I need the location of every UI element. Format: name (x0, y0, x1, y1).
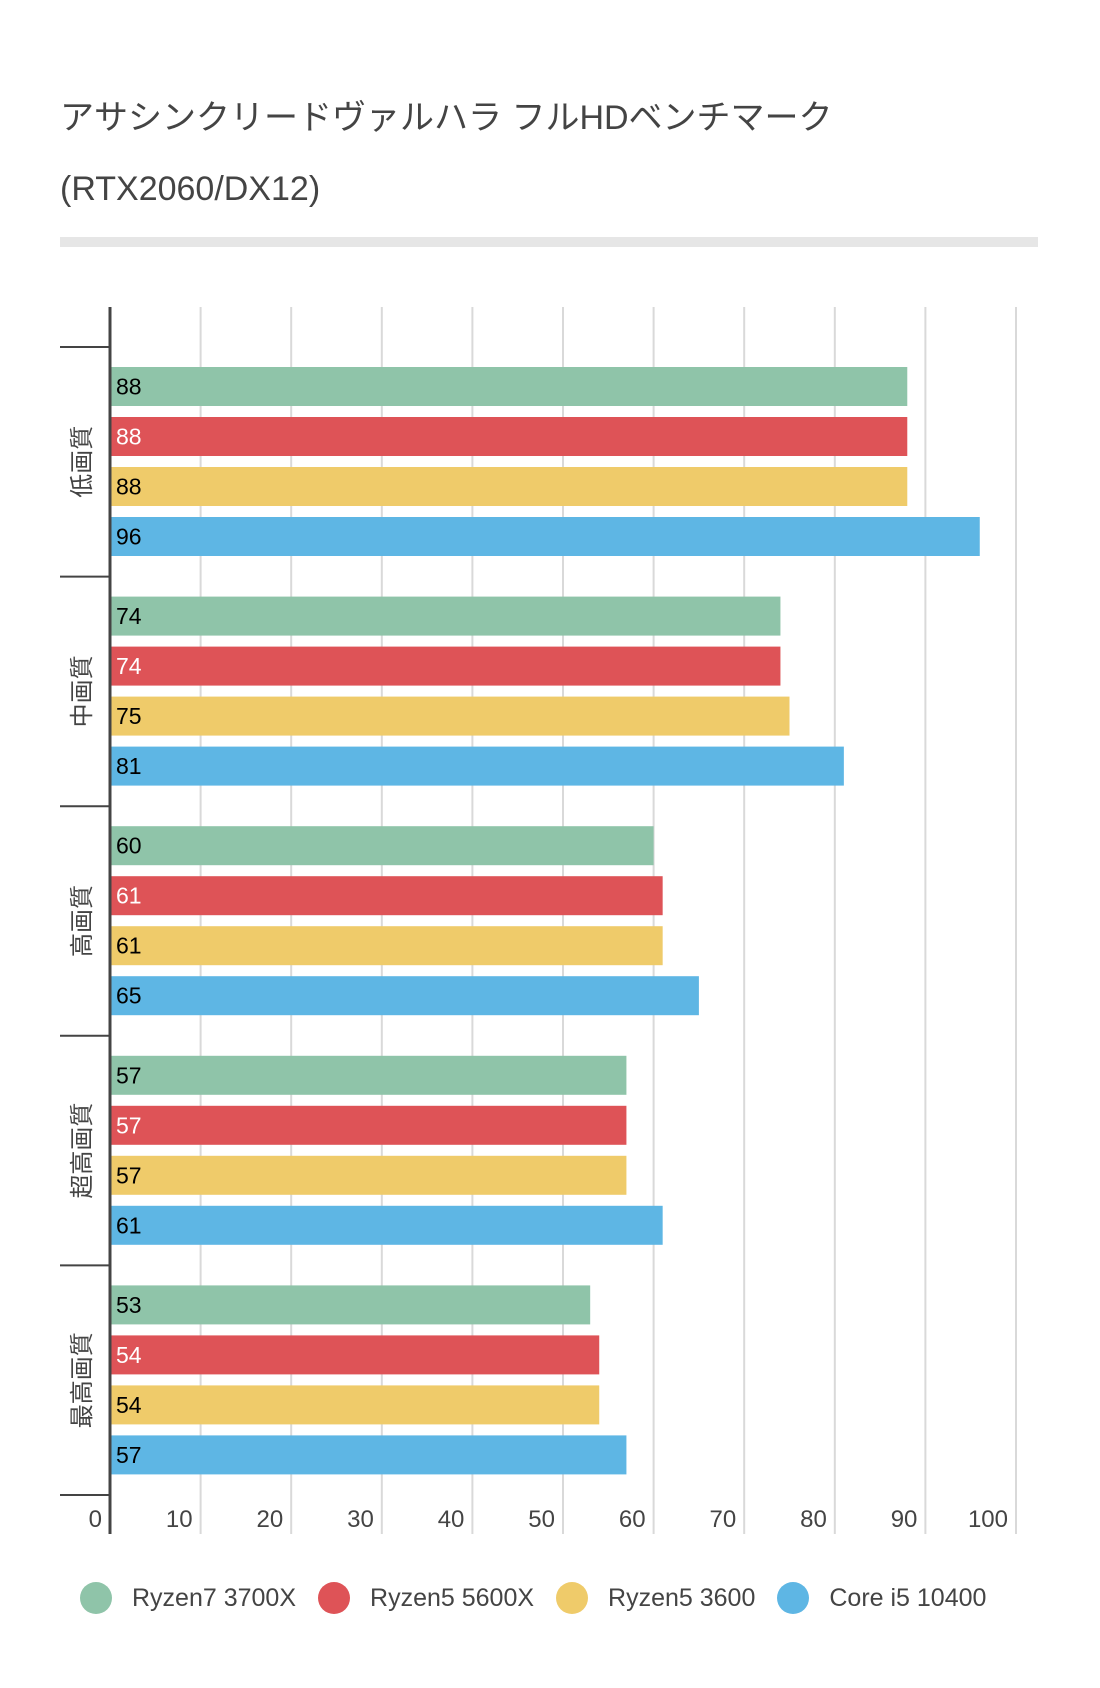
x-tick-label: 90 (891, 1506, 918, 1533)
data-label: 57 (116, 1442, 142, 1468)
bar (110, 1335, 600, 1375)
title-divider (60, 237, 1038, 247)
legend-item: Ryzen5 3600 (556, 1582, 755, 1614)
data-label: 54 (116, 1342, 142, 1368)
bar (110, 696, 790, 736)
x-tick-label: 70 (709, 1506, 736, 1533)
category-label: 低画質 (68, 426, 96, 498)
data-label: 81 (116, 753, 142, 779)
x-tick-label: 50 (528, 1506, 555, 1533)
legend-swatch-icon (80, 1582, 112, 1614)
x-tick-label: 10 (166, 1506, 193, 1533)
data-label: 61 (116, 883, 142, 909)
bar (110, 517, 980, 556)
data-label: 88 (116, 424, 142, 450)
x-tick-label: 80 (800, 1506, 827, 1533)
x-tick-label: 100 (968, 1506, 1008, 1533)
legend-swatch-icon (556, 1582, 589, 1614)
category-label: 最高画質 (68, 1332, 96, 1428)
data-label: 88 (116, 474, 142, 500)
x-tick-label: 20 (256, 1506, 283, 1533)
bar (110, 1285, 591, 1325)
bar (110, 367, 908, 406)
data-label: 88 (116, 374, 142, 400)
data-label: 96 (116, 524, 142, 550)
bar (110, 1055, 627, 1095)
bar (110, 976, 699, 1016)
category-label: 超高画質 (68, 1103, 96, 1199)
legend-item: Ryzen5 5600X (318, 1582, 534, 1614)
bar (110, 1155, 627, 1195)
category-label: 中画質 (68, 655, 96, 727)
data-label: 53 (116, 1292, 142, 1318)
x-tick-label: 40 (438, 1506, 465, 1533)
data-label: 75 (116, 703, 142, 729)
data-label: 74 (116, 653, 142, 679)
x-tick-label: 30 (347, 1506, 374, 1533)
bar (110, 826, 654, 866)
bar (110, 926, 663, 966)
bar (110, 646, 781, 686)
data-label: 57 (116, 1112, 142, 1138)
legend-label: Ryzen7 3700X (132, 1583, 297, 1612)
legend: Ryzen7 3700X Ryzen5 5600X Ryzen5 3600 Core … (80, 1582, 1008, 1614)
legend-label: Ryzen5 5600X (370, 1583, 535, 1612)
chart-subtitle: (RTX2060/DX12) (60, 170, 321, 208)
category-label: 高画質 (68, 885, 96, 957)
data-label: 61 (116, 1212, 142, 1238)
data-label: 60 (116, 833, 142, 859)
data-label: 57 (116, 1062, 142, 1088)
legend-label: Ryzen5 3600 (608, 1583, 756, 1612)
legend-item: Core i5 10400 (777, 1582, 986, 1614)
bar (110, 876, 663, 916)
data-label: 61 (116, 933, 142, 959)
data-label: 54 (116, 1392, 142, 1418)
x-tick-label: 60 (619, 1506, 646, 1533)
bar (110, 746, 844, 786)
legend-label: Core i5 10400 (829, 1583, 987, 1612)
data-label: 74 (116, 603, 142, 629)
bar (110, 417, 908, 456)
bar (110, 596, 781, 636)
bar (110, 467, 908, 506)
data-label: 57 (116, 1162, 142, 1188)
chart-title: アサシンクリードヴァルハラ フルHDベンチマーク (60, 99, 833, 137)
x-tick-label: 0 (89, 1506, 102, 1533)
data-label: 65 (116, 983, 142, 1009)
legend-swatch-icon (777, 1582, 810, 1614)
legend-item: Ryzen7 3700X (80, 1582, 296, 1614)
legend-swatch-icon (318, 1582, 351, 1614)
bar (110, 1385, 600, 1425)
bar (110, 1435, 627, 1475)
bar (110, 1205, 663, 1245)
bar (110, 1105, 627, 1145)
